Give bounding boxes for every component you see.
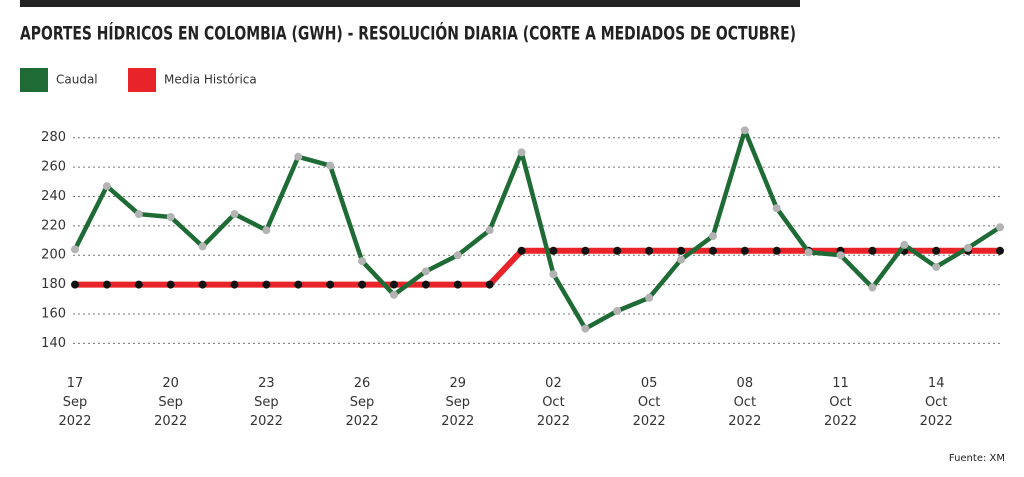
data-point (581, 246, 590, 255)
legend-label: Caudal (56, 73, 98, 87)
data-point (294, 152, 303, 161)
data-point (485, 280, 494, 289)
data-point (613, 307, 622, 315)
data-point (740, 126, 749, 135)
x-tick-label: 20 Sep 2022 (154, 376, 187, 429)
data-point (326, 161, 335, 170)
data-point (677, 255, 686, 264)
data-point (932, 262, 941, 271)
data-point (549, 270, 558, 279)
series-line (75, 247, 1000, 288)
data-point (996, 246, 1004, 255)
data-point (134, 210, 143, 219)
data-point (708, 246, 717, 255)
data-point (198, 280, 207, 289)
data-point (230, 210, 239, 219)
data-point (102, 182, 111, 191)
x-tick-label: 23 Sep 2022 (250, 376, 283, 429)
x-tick-label: 17 Sep 2022 (58, 376, 91, 429)
data-point (645, 246, 654, 255)
data-point (230, 280, 239, 289)
y-tick-label: 220 (41, 218, 66, 233)
data-point (964, 243, 973, 252)
x-tick-label: 08 Oct 2022 (728, 376, 761, 429)
y-tick-label: 180 (41, 277, 66, 292)
data-point (868, 246, 877, 255)
y-tick-label: 140 (41, 336, 66, 351)
data-point (166, 213, 175, 221)
data-point (198, 242, 207, 251)
x-tick-label: 11 Oct 2022 (824, 376, 857, 429)
data-point (389, 290, 398, 299)
data-point (421, 267, 430, 276)
data-point (358, 280, 367, 289)
y-tick-label: 160 (41, 306, 66, 321)
series-line (72, 128, 1002, 331)
data-point (262, 280, 271, 289)
data-point (453, 251, 462, 260)
chart-title: APORTES HÍDRICOS EN COLOMBIA (GWH) - RES… (20, 21, 796, 45)
data-point (932, 246, 941, 255)
x-tick-label: 14 Oct 2022 (920, 376, 953, 429)
source: Fuente: XM (949, 453, 1005, 464)
data-point (996, 223, 1004, 232)
data-point (389, 280, 398, 289)
data-point (134, 280, 143, 289)
data-point (549, 246, 558, 255)
data-point (71, 245, 79, 254)
data-point (517, 148, 526, 157)
data-point (645, 293, 654, 302)
data-point (358, 257, 367, 266)
y-tick-label: 280 (41, 130, 66, 145)
data-point (517, 246, 526, 255)
data-point (485, 226, 494, 235)
y-tick-label: 200 (41, 248, 66, 263)
x-tick-label: 02 Oct 2022 (537, 376, 570, 429)
legend-swatch (20, 68, 48, 92)
data-point (262, 226, 271, 235)
data-point (102, 280, 111, 289)
data-point (804, 248, 813, 257)
data-point (71, 280, 79, 289)
legend-label: Media Histórica (164, 73, 257, 87)
data-point (581, 324, 590, 333)
legend: Caudal Media Histórica (20, 68, 257, 92)
y-tick-label: 240 (41, 189, 66, 204)
x-tick-label: 05 Oct 2022 (633, 376, 666, 429)
data-point (677, 246, 686, 255)
data-point (326, 280, 335, 289)
legend-swatch (128, 68, 156, 92)
data-point (294, 280, 303, 289)
data-point (166, 280, 175, 289)
data-point (421, 280, 430, 289)
data-point (740, 246, 749, 255)
data-point (772, 204, 781, 213)
x-tick-label: 26 Sep 2022 (346, 376, 379, 429)
data-point (836, 251, 845, 260)
data-point (453, 280, 462, 289)
data-point (613, 246, 622, 255)
x-tick-label: 29 Sep 2022 (441, 376, 474, 429)
y-tick-label: 260 (41, 160, 66, 175)
data-point (708, 232, 717, 241)
top-bar (20, 0, 800, 7)
data-point (772, 246, 781, 255)
data-point (868, 283, 877, 292)
data-point (900, 240, 909, 249)
